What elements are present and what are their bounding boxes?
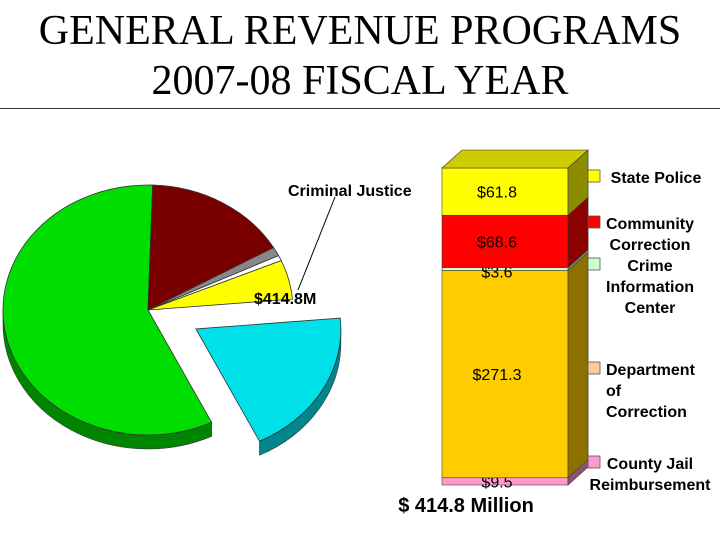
legend-label-2-0: Crime — [627, 258, 672, 275]
bar-segment-label-0: $9.5 — [481, 475, 512, 492]
legend-label-2-1: Information — [606, 279, 694, 296]
bar-segment-4 — [441, 167, 569, 216]
bar-segment-1 — [441, 270, 569, 479]
legend-label-0-0: State Police — [611, 170, 702, 187]
legend-label-4-1: Reimbursement — [590, 477, 712, 494]
title-divider — [0, 108, 720, 109]
legend-swatch-4 — [587, 455, 601, 469]
bar-segment-label-1: $271.3 — [473, 367, 522, 384]
legend-label-3-2: Correction — [606, 404, 687, 421]
title-line-2: 2007-08 FISCAL YEAR — [151, 58, 569, 104]
pie-slice-1 — [2, 184, 213, 436]
bar-segment-3 — [441, 214, 569, 268]
legend-label-1-0: Community — [606, 216, 694, 233]
legend-label-4-0: County Jail — [607, 456, 693, 473]
bar-segment-label-3: $68.6 — [477, 234, 517, 251]
legend-label-3-1: of — [606, 383, 622, 400]
pie-leader-line — [297, 196, 336, 291]
legend-swatch-0 — [587, 169, 601, 183]
legend-label-1-1: Correction — [610, 237, 691, 254]
stacked-bar-chart: $9.5 $271.3 $3.6 $68.6 $61.8 — [441, 149, 589, 492]
legend: State Police Community Correction Crime Info… — [587, 169, 712, 494]
legend-swatch-2 — [587, 257, 601, 271]
legend-label-2-2: Center — [625, 300, 676, 317]
bar-segment-side-1 — [567, 251, 589, 479]
page-title: GENERAL REVENUE PROGRAMS 2007-08 FISCAL … — [0, 6, 720, 106]
bar-segment-label-4: $61.8 — [477, 185, 517, 202]
bar-segment-label-2: $3.6 — [481, 265, 512, 282]
pie-annotation-value: $414.8M — [254, 291, 316, 308]
pie-chart — [2, 184, 342, 456]
legend-swatch-1 — [587, 215, 601, 229]
pie-slice-2 — [147, 184, 275, 311]
bar-top-face — [441, 149, 589, 169]
pie-slice-0 — [195, 317, 342, 442]
pie-slice-5 — [147, 260, 293, 311]
bar-total-label: $ 414.8 Million — [398, 495, 534, 517]
legend-label-3-0: Department — [606, 362, 696, 379]
pie-annotation-label: Criminal Justice — [288, 183, 412, 200]
title-line-1: GENERAL REVENUE PROGRAMS — [38, 8, 682, 54]
legend-swatch-3 — [587, 361, 601, 375]
